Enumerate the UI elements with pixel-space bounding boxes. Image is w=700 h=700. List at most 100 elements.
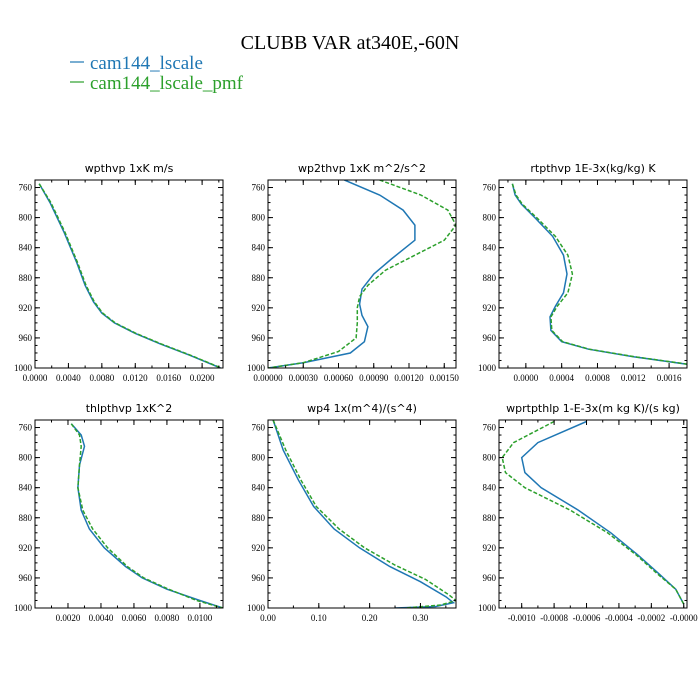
y-tick-label: 760 xyxy=(252,423,266,433)
panel-title: wp2thvp 1xK m^2/s^2 xyxy=(298,162,426,175)
y-tick-label: 960 xyxy=(483,573,497,583)
panel-6: wprtpthlp 1-E-3x(m kg K)/(s kg) 760 800 840… xyxy=(478,402,698,623)
series-group xyxy=(511,183,687,365)
series-line-cam144-lscale-pmf xyxy=(501,420,685,605)
series-group xyxy=(70,423,223,608)
x-tick-label: 0.0008 xyxy=(585,373,610,383)
panel-1: wpthvp 1xK m/s76080084088092096010000.00… xyxy=(14,162,224,383)
panel-title: wpthvp 1xK m/s xyxy=(85,162,174,175)
y-tick-label: 920 xyxy=(252,543,266,553)
series-line-cam144-lscale-pmf xyxy=(268,180,456,368)
x-tick-label: -0.0004 xyxy=(605,613,633,623)
y-tick-label: 960 xyxy=(483,333,497,343)
y-tick-label: 960 xyxy=(19,573,33,583)
y-tick-label: 1000 xyxy=(14,603,33,613)
y-tick-label: 1000 xyxy=(247,603,266,613)
x-tick-label: 0.0200 xyxy=(190,373,215,383)
y-tick-label: 760 xyxy=(19,423,33,433)
x-tick-label: 0.0080 xyxy=(155,613,180,623)
x-tick-label: 0.0080 xyxy=(89,373,114,383)
series-line-cam144-lscale xyxy=(268,180,416,368)
x-tick-label: -0.0010 xyxy=(508,613,536,623)
y-tick-label: 840 xyxy=(252,243,266,253)
series-line-cam144-lscale xyxy=(272,420,456,608)
plot-frame xyxy=(34,419,224,609)
x-tick-label: 0.0060 xyxy=(122,613,147,623)
y-tick-label: 920 xyxy=(483,543,497,553)
series-group xyxy=(501,420,685,605)
x-tick-label: 0.0160 xyxy=(156,373,181,383)
x-tick-label: 0.0100 xyxy=(188,613,213,623)
series-line-cam144-lscale xyxy=(511,183,687,365)
y-tick-label: 880 xyxy=(483,273,497,283)
y-tick-label: 800 xyxy=(19,213,33,223)
panel-title: rtpthvp 1E-3x(kg/kg) K xyxy=(530,162,656,175)
series-line-cam144-lscale-pmf xyxy=(272,420,456,608)
series-line-cam144-lscale xyxy=(38,183,221,368)
x-tick-label: -0.0002 xyxy=(637,613,665,623)
y-tick-label: 880 xyxy=(252,513,266,523)
y-tick-label: 840 xyxy=(252,483,266,493)
x-tick-label: 0.00 xyxy=(260,613,276,623)
y-tick-label: 1000 xyxy=(14,363,33,373)
figure-title: CLUBB VAR at340E,-60N xyxy=(241,32,460,54)
y-tick-label: 920 xyxy=(483,303,497,313)
x-tick-label: 0.0040 xyxy=(89,613,114,623)
y-tick-label: 880 xyxy=(19,513,33,523)
x-tick-label: 0.00120 xyxy=(394,373,424,383)
y-tick-label: 840 xyxy=(19,243,33,253)
y-tick-label: 960 xyxy=(252,333,266,343)
series-line-cam144-lscale xyxy=(520,420,685,605)
series-group xyxy=(38,183,222,368)
x-tick-label: 0.00090 xyxy=(359,373,389,383)
y-tick-label: 840 xyxy=(483,243,497,253)
panel-title: wp4 1x(m^4)/(s^4) xyxy=(307,402,417,415)
x-tick-label: 0.0016 xyxy=(657,373,682,383)
panel-2: wp2thvp 1xK m^2/s^2 760 800 840 880 920 960 100… xyxy=(247,162,459,383)
plot-frame xyxy=(267,179,457,369)
y-tick-label: 880 xyxy=(19,273,33,283)
series-group xyxy=(268,180,456,368)
y-tick-label: 760 xyxy=(483,183,497,193)
panel-title: wprtpthlp 1-E-3x(m kg K)/(s kg) xyxy=(506,402,680,415)
legend-label-cam144-lscale-pmf: cam144_lscale_pmf xyxy=(90,73,244,94)
x-tick-label: 0.00150 xyxy=(430,373,460,383)
y-tick-label: 920 xyxy=(19,303,33,313)
y-tick-label: 840 xyxy=(19,483,33,493)
y-tick-label: 920 xyxy=(252,303,266,313)
panels: wpthvp 1xK m/s76080084088092096010000.00… xyxy=(14,162,698,623)
legend-label-cam144-lscale: cam144_lscale xyxy=(90,53,203,74)
series-line-cam144-lscale-pmf xyxy=(70,423,223,608)
panel-4: thlpthvp 1xK^2 760 800 840 880 920 960 1000 0.00… xyxy=(14,402,224,623)
y-tick-label: 800 xyxy=(483,213,497,223)
plot-frame xyxy=(34,179,224,369)
y-tick-label: 960 xyxy=(252,573,266,583)
series-line-cam144-lscale-pmf xyxy=(38,183,222,368)
plot-frame xyxy=(498,419,688,609)
panel-title: thlpthvp 1xK^2 xyxy=(86,402,173,415)
y-tick-label: 880 xyxy=(483,513,497,523)
x-tick-label: 0.00000 xyxy=(253,373,283,383)
y-tick-label: 760 xyxy=(19,183,33,193)
x-tick-label: -0.0000 xyxy=(670,613,698,623)
y-tick-label: 1000 xyxy=(247,363,266,373)
y-tick-label: 800 xyxy=(252,453,266,463)
x-tick-label: 0.0004 xyxy=(549,373,574,383)
panel-5: wp4 1x(m^4)/(s^4)76080084088092096010000… xyxy=(247,402,457,623)
y-tick-label: 1000 xyxy=(478,363,497,373)
x-tick-label: 0.00060 xyxy=(324,373,354,383)
x-tick-label: 0.0020 xyxy=(56,613,81,623)
x-tick-label: 0.0000 xyxy=(23,373,48,383)
y-tick-label: 960 xyxy=(19,333,33,343)
x-tick-label: 0.0120 xyxy=(123,373,148,383)
x-tick-label: -0.0008 xyxy=(540,613,568,623)
x-tick-label: 0.0000 xyxy=(513,373,538,383)
x-tick-label: 0.0012 xyxy=(621,373,646,383)
y-tick-label: 760 xyxy=(483,423,497,433)
plot-frame xyxy=(498,179,688,369)
x-tick-label: 0.10 xyxy=(311,613,327,623)
series-line-cam144-lscale-pmf xyxy=(511,183,687,365)
y-tick-label: 1000 xyxy=(478,603,497,613)
y-tick-label: 800 xyxy=(483,453,497,463)
